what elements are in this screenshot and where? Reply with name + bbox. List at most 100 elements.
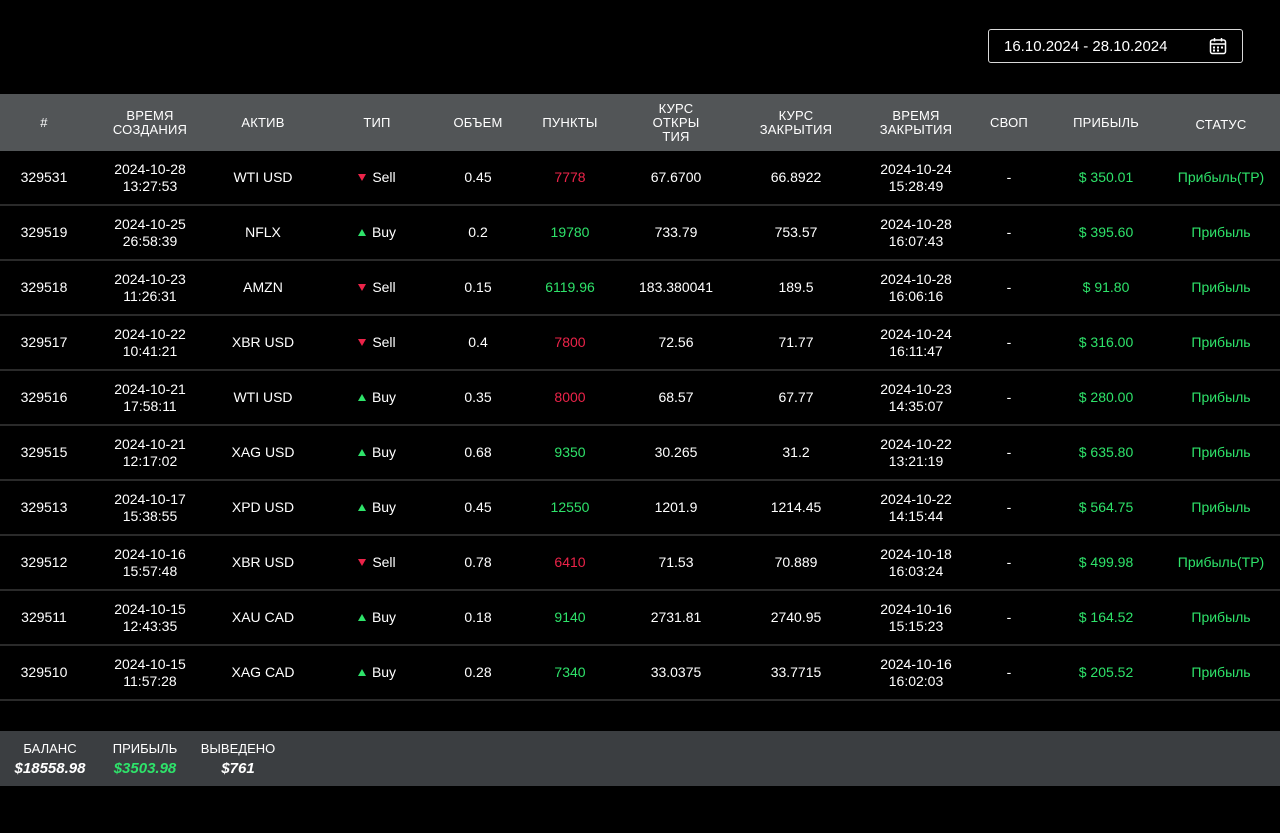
cell-swap: - bbox=[1006, 169, 1012, 185]
cell-open: 67.6700 bbox=[650, 169, 702, 185]
cell-status: Прибыль bbox=[1191, 444, 1251, 460]
cell-close: 2740.95 bbox=[770, 609, 822, 625]
cell-status: Прибыль bbox=[1191, 499, 1251, 515]
cell-closed: 2024-10-16 15:15:23 bbox=[880, 600, 952, 634]
cell-id: 329519 bbox=[20, 224, 68, 240]
table-row[interactable]: 329517 2024-10-22 10:41:21 XBR USD Sell 0.4 7… bbox=[0, 316, 1280, 371]
cell-status: Прибыль(TP) bbox=[1177, 554, 1265, 570]
table-row[interactable]: 329519 2024-10-25 26:58:39 NFLX Buy 0.2 19780… bbox=[0, 206, 1280, 261]
cell-profit: $ 635.80 bbox=[1078, 444, 1134, 460]
cell-created: 2024-10-25 26:58:39 bbox=[114, 215, 186, 249]
cell-created: 2024-10-16 15:57:48 bbox=[114, 545, 186, 579]
cell-asset: AMZN bbox=[243, 279, 283, 295]
cell-volume: 0.2 bbox=[468, 224, 488, 240]
header-col-points: ПУНКТЫ bbox=[542, 114, 598, 130]
cell-swap: - bbox=[1006, 334, 1012, 350]
header-col-swap: СВОП bbox=[990, 114, 1028, 130]
arrow-up-icon bbox=[357, 669, 366, 676]
header-col-close: КУРС ЗАКРЫТИЯ bbox=[759, 107, 833, 137]
header-col-type: ТИП bbox=[363, 114, 391, 130]
cell-close: 753.57 bbox=[774, 224, 818, 240]
cell-close: 33.7715 bbox=[770, 664, 822, 680]
type-label: Sell bbox=[372, 279, 396, 295]
date-range-picker[interactable]: 16.10.2024 - 28.10.2024 bbox=[988, 29, 1243, 63]
cell-created: 2024-10-28 13:27:53 bbox=[114, 160, 186, 194]
cell-volume: 0.35 bbox=[464, 389, 492, 405]
header-col-id: # bbox=[40, 114, 48, 130]
withdrawn-value: $761 bbox=[221, 760, 255, 777]
cell-profit: $ 350.01 bbox=[1078, 169, 1134, 185]
cell-id: 329511 bbox=[21, 609, 67, 625]
cell-points: 9350 bbox=[554, 444, 586, 460]
cell-asset: XAG CAD bbox=[231, 664, 295, 680]
cell-asset: NFLX bbox=[245, 224, 281, 240]
arrow-down-icon bbox=[358, 339, 367, 346]
cell-close: 31.2 bbox=[782, 444, 810, 460]
arrow-up-icon bbox=[357, 614, 366, 621]
cell-created: 2024-10-17 15:38:55 bbox=[114, 490, 186, 524]
type-label: Buy bbox=[371, 664, 397, 680]
table-row[interactable]: 329511 2024-10-15 12:43:35 XAU CAD Buy 0.18 9… bbox=[0, 591, 1280, 646]
cell-created: 2024-10-21 17:58:11 bbox=[114, 380, 186, 414]
type-label: Sell bbox=[372, 554, 396, 570]
cell-swap: - bbox=[1006, 554, 1012, 570]
cell-id: 329510 bbox=[20, 664, 68, 680]
cell-asset: WTI USD bbox=[233, 169, 293, 185]
date-range-value: 16.10.2024 - 28.10.2024 bbox=[1004, 37, 1168, 55]
cell-type: Buy bbox=[314, 371, 440, 424]
cell-close: 66.8922 bbox=[770, 169, 822, 185]
table-header: # ВРЕМЯ СОЗДАНИЯ АКТИВ ТИП ОБЪЕМ ПУНКТЫ КУРС О… bbox=[0, 94, 1280, 151]
cell-open: 733.79 bbox=[654, 224, 698, 240]
cell-status: Прибыль bbox=[1191, 224, 1251, 240]
cell-volume: 0.4 bbox=[468, 334, 488, 350]
cell-closed: 2024-10-28 16:07:43 bbox=[880, 215, 952, 249]
cell-profit: $ 91.80 bbox=[1082, 279, 1130, 295]
cell-type: Sell bbox=[314, 536, 440, 589]
cell-open: 68.57 bbox=[658, 389, 694, 405]
cell-closed: 2024-10-16 16:02:03 bbox=[880, 655, 952, 689]
cell-open: 1201.9 bbox=[654, 499, 698, 515]
profit-value: $3503.98 bbox=[113, 760, 177, 777]
cell-closed: 2024-10-28 16:06:16 bbox=[880, 270, 952, 304]
table-row[interactable]: 329512 2024-10-16 15:57:48 XBR USD Sell 0.78… bbox=[0, 536, 1280, 591]
cell-volume: 0.45 bbox=[464, 499, 492, 515]
table-row[interactable]: 329513 2024-10-17 15:38:55 XPD USD Buy 0.45 1… bbox=[0, 481, 1280, 536]
cell-swap: - bbox=[1006, 444, 1012, 460]
header-col-status: СТАТУС bbox=[1195, 116, 1247, 132]
cell-profit: $ 205.52 bbox=[1078, 664, 1134, 680]
table-row[interactable]: 329510 2024-10-15 11:57:28 XAG CAD Buy 0.28 7… bbox=[0, 646, 1280, 701]
profit-label: ПРИБЫЛЬ bbox=[112, 741, 178, 756]
table-row[interactable]: 329516 2024-10-21 17:58:11 WTI USD Buy 0.35 8… bbox=[0, 371, 1280, 426]
table-row[interactable]: 329515 2024-10-21 12:17:02 XAG USD Buy 0.68 9… bbox=[0, 426, 1280, 481]
cell-points: 7778 bbox=[554, 169, 586, 185]
cell-profit: $ 564.75 bbox=[1078, 499, 1134, 515]
cell-status: Прибыль(TP) bbox=[1177, 169, 1265, 185]
cell-profit: $ 499.98 bbox=[1078, 554, 1134, 570]
cell-points: 7800 bbox=[554, 334, 586, 350]
table-row[interactable]: 329518 2024-10-23 11:26:31 AMZN Sell 0.15 611… bbox=[0, 261, 1280, 316]
cell-swap: - bbox=[1006, 499, 1012, 515]
cell-closed: 2024-10-22 14:15:44 bbox=[880, 490, 952, 524]
cell-created: 2024-10-15 12:43:35 bbox=[114, 600, 186, 634]
cell-asset: XPD USD bbox=[231, 499, 295, 515]
cell-points: 8000 bbox=[554, 389, 586, 405]
calendar-icon[interactable] bbox=[1209, 37, 1227, 55]
cell-type: Buy bbox=[314, 426, 440, 479]
cell-close: 71.77 bbox=[778, 334, 814, 350]
table-row[interactable]: 329531 2024-10-28 13:27:53 WTI USD Sell 0.45… bbox=[0, 151, 1280, 206]
cell-close: 70.889 bbox=[774, 554, 818, 570]
arrow-up-icon bbox=[357, 394, 366, 401]
cell-volume: 0.78 bbox=[464, 554, 492, 570]
cell-open: 183.380041 bbox=[639, 279, 713, 295]
cell-profit: $ 280.00 bbox=[1078, 389, 1134, 405]
cell-closed: 2024-10-24 15:28:49 bbox=[880, 160, 952, 194]
cell-points: 12550 bbox=[550, 499, 590, 515]
table-body: 329531 2024-10-28 13:27:53 WTI USD Sell 0.45… bbox=[0, 151, 1280, 701]
cell-created: 2024-10-22 10:41:21 bbox=[114, 325, 186, 359]
cell-close: 189.5 bbox=[778, 279, 814, 295]
type-label: Buy bbox=[371, 609, 397, 625]
cell-open: 33.0375 bbox=[650, 664, 702, 680]
cell-status: Прибыль bbox=[1191, 609, 1251, 625]
header-col-created: ВРЕМЯ СОЗДАНИЯ bbox=[112, 107, 188, 137]
cell-volume: 0.45 bbox=[464, 169, 492, 185]
